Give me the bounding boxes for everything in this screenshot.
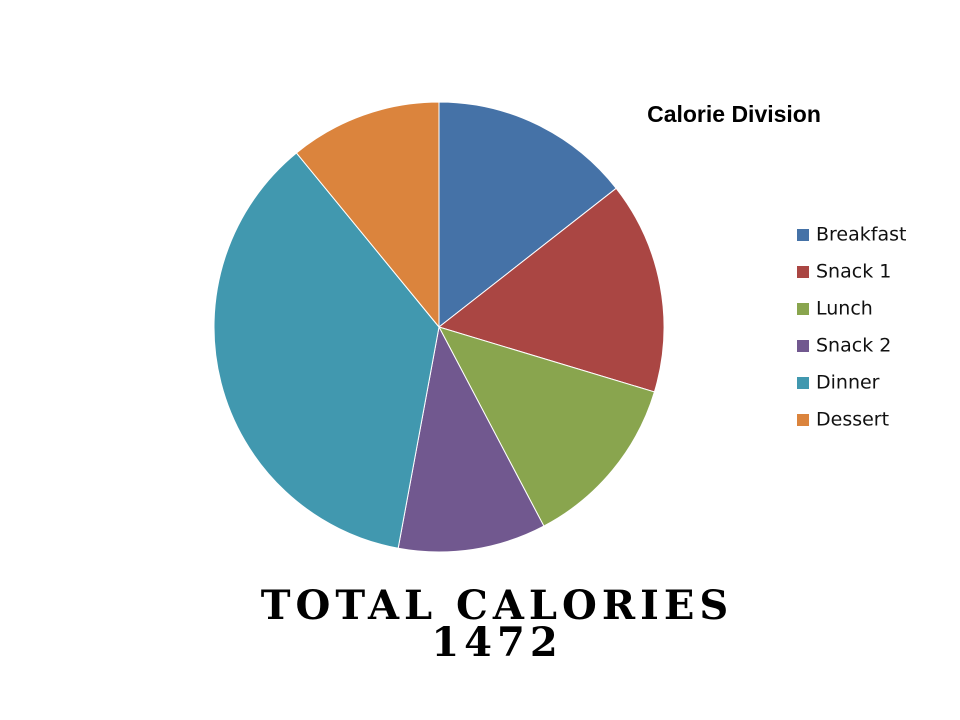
legend-label: Lunch [816,298,873,320]
legend-label: Breakfast [816,224,906,246]
legend-swatch [797,266,809,278]
pie-slice [397,325,545,553]
legend-swatch [797,340,809,352]
chart-title: Calorie Division [647,101,821,127]
pie-slice [213,152,440,549]
legend-label: Dessert [816,409,889,431]
pie-slice [295,101,440,329]
pie-slice [438,326,656,527]
legend-swatch [797,229,809,241]
pie-slice [438,101,617,329]
legend-swatch [797,377,809,389]
legend-label: Snack 1 [816,261,891,283]
footer-total: 1472 [431,619,562,666]
footer-label: TOTAL CALORIES [261,582,733,629]
legend-swatch [797,414,809,426]
legend-swatch [797,303,809,315]
legend-label: Snack 2 [816,335,891,357]
legend-label: Dinner [816,372,880,394]
pie-slice [437,187,665,393]
